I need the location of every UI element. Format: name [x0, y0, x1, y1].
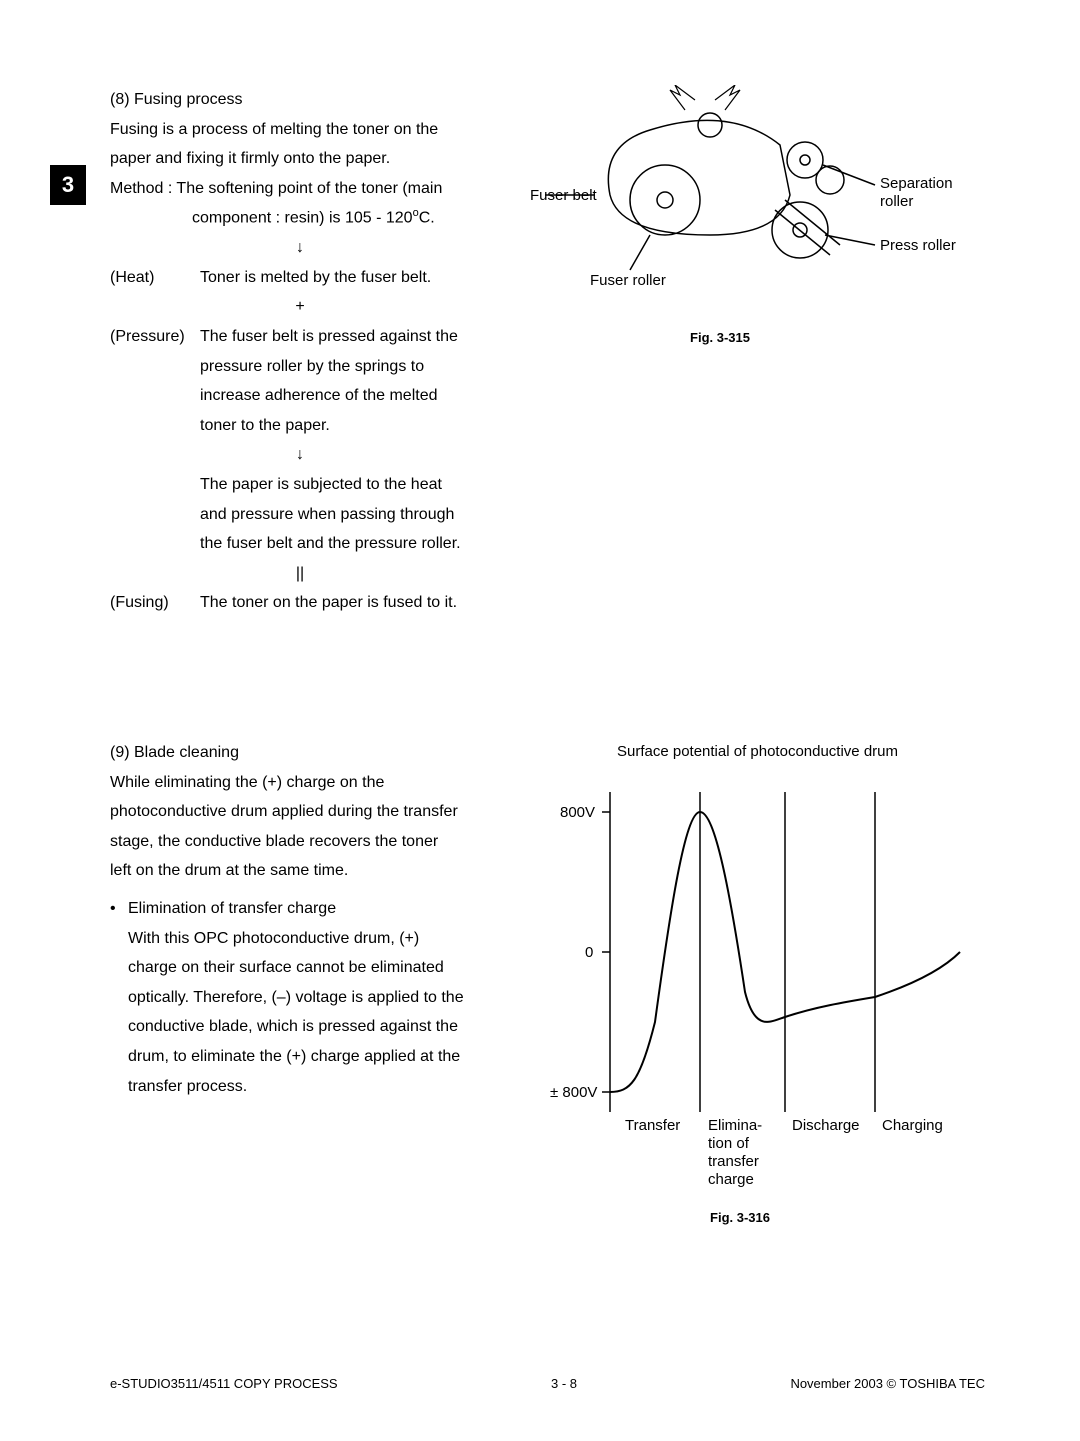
- pressure-text: The fuser belt is pressed against the pr…: [200, 322, 510, 440]
- s8-method-line: component : resin) is 105 - 120oC.: [110, 203, 510, 233]
- bullet-icon: •: [110, 894, 128, 1101]
- fusing-text: The toner on the paper is fused to it.: [200, 588, 510, 618]
- s9-line: stage, the conductive blade recovers the…: [110, 827, 510, 857]
- footer-left: e-STUDIO3511/4511 COPY PROCESS: [110, 1376, 338, 1391]
- section-8-text: (8) Fusing process Fusing is a process o…: [110, 85, 510, 618]
- fusing-row: (Fusing) The toner on the paper is fused…: [110, 588, 510, 618]
- arrow-down-icon: ↓: [200, 233, 400, 263]
- bullet-line: charge on their surface cannot be elimin…: [128, 953, 510, 983]
- heat-row: (Heat) Toner is melted by the fuser belt…: [110, 263, 510, 293]
- x-label-elim-3: transfer: [708, 1153, 759, 1170]
- section-8-heading: (8) Fusing process: [110, 85, 510, 115]
- y-tick-mid: 0: [585, 944, 593, 961]
- bullet-line: conductive blade, which is pressed again…: [128, 1012, 510, 1042]
- section-9: (9) Blade cleaning While eliminating the…: [110, 738, 985, 1230]
- press-roller-label: Press roller: [880, 237, 956, 254]
- x-label-discharge: Discharge: [792, 1117, 860, 1134]
- x-label-elim-1: Elimina-: [708, 1117, 762, 1134]
- s8-intro-line: paper and fixing it firmly onto the pape…: [110, 144, 510, 174]
- bullet-line: transfer process.: [128, 1072, 510, 1102]
- mid-text: The paper is subjected to the heat and p…: [200, 470, 510, 559]
- double-bar-icon: ||: [200, 559, 400, 589]
- bullet-line: drum, to eliminate the (+) charge applie…: [128, 1042, 510, 1072]
- pressure-row: (Pressure) The fuser belt is pressed aga…: [110, 322, 510, 440]
- bullet-line: optically. Therefore, (–) voltage is app…: [128, 983, 510, 1013]
- x-label-elim-2: tion of: [708, 1135, 750, 1152]
- fuser-belt-label: Fuser belt: [530, 187, 598, 204]
- heat-label: (Heat): [110, 263, 200, 293]
- heat-text: Toner is melted by the fuser belt.: [200, 263, 510, 293]
- bullet-title: Elimination of transfer charge: [128, 894, 510, 924]
- mid-line: The paper is subjected to the heat: [200, 470, 510, 500]
- page-content: (8) Fusing process Fusing is a process o…: [110, 85, 985, 1230]
- footer-right: November 2003 © TOSHIBA TEC: [790, 1376, 985, 1391]
- s8-intro-line: Fusing is a process of melting the toner…: [110, 115, 510, 145]
- footer-center: 3 - 8: [551, 1376, 577, 1391]
- pressure-label: (Pressure): [110, 322, 200, 440]
- figure-3-316: Surface potential of photoconductive dru…: [530, 738, 985, 1230]
- s8-method-prefix: component : resin) is 105 - 120: [192, 210, 413, 227]
- mid-label-empty: [110, 470, 200, 559]
- s8-method-line: Method : The softening point of the tone…: [110, 174, 510, 204]
- separation-label-2: roller: [880, 193, 913, 210]
- y-tick-top: 800V: [560, 804, 595, 821]
- pressure-line: toner to the paper.: [200, 411, 510, 441]
- separation-label-1: Separation: [880, 175, 953, 192]
- fuser-roller-label: Fuser roller: [590, 272, 666, 289]
- pressure-line: increase adherence of the melted: [200, 381, 510, 411]
- chapter-tab: 3: [50, 165, 86, 205]
- potential-chart-svg: 800V 0 ± 800V Transfer Elimina- tion of …: [530, 772, 970, 1192]
- s9-line: left on the drum at the same time.: [110, 856, 510, 886]
- page-footer: e-STUDIO3511/4511 COPY PROCESS 3 - 8 Nov…: [110, 1376, 985, 1391]
- pressure-line: pressure roller by the springs to: [200, 352, 510, 382]
- chart-title: Surface potential of photoconductive dru…: [530, 738, 985, 766]
- bullet-body: Elimination of transfer charge With this…: [128, 894, 510, 1101]
- fig-316-caption: Fig. 3-316: [680, 1206, 800, 1230]
- x-label-transfer: Transfer: [625, 1117, 680, 1134]
- section-9-text: (9) Blade cleaning While eliminating the…: [110, 738, 510, 1230]
- y-tick-bot: ± 800V: [550, 1084, 597, 1101]
- fuser-diagram-svg: Fuser belt Fuser roller Separation rolle…: [530, 85, 970, 315]
- fig-315-caption: Fig. 3-315: [590, 326, 850, 350]
- mid-line: and pressure when passing through: [200, 500, 510, 530]
- s9-line: While eliminating the (+) charge on the: [110, 768, 510, 798]
- bullet-item: • Elimination of transfer charge With th…: [110, 894, 510, 1101]
- mid-row: The paper is subjected to the heat and p…: [110, 470, 510, 559]
- section-8: (8) Fusing process Fusing is a process o…: [110, 85, 985, 618]
- x-label-charging: Charging: [882, 1117, 943, 1134]
- s8-method-unit: C.: [419, 210, 435, 227]
- arrow-down-icon: ↓: [200, 440, 400, 470]
- section-9-heading: (9) Blade cleaning: [110, 738, 510, 768]
- pressure-line: The fuser belt is pressed against the: [200, 322, 510, 352]
- figure-3-315: Fuser belt Fuser roller Separation rolle…: [530, 85, 985, 618]
- bullet-line: With this OPC photoconductive drum, (+): [128, 924, 510, 954]
- mid-line: the fuser belt and the pressure roller.: [200, 529, 510, 559]
- s9-line: photoconductive drum applied during the …: [110, 797, 510, 827]
- plus-icon: +: [200, 292, 400, 322]
- fusing-label: (Fusing): [110, 588, 200, 618]
- x-label-elim-4: charge: [708, 1171, 754, 1188]
